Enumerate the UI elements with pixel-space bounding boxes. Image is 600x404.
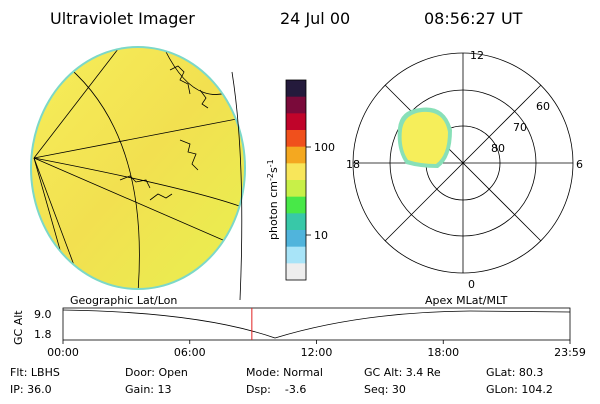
status-filter: Flt: LBHS: [10, 366, 60, 379]
status-gain: Gain: 13: [125, 383, 172, 396]
colorbar-swatch: [286, 196, 306, 214]
status-mode: Mode: Normal: [246, 366, 323, 379]
timeline-axis-label: GC Alt: [12, 310, 25, 345]
altitude-timeline: Geographic Lat/Lon Apex MLat/MLT GC Alt …: [12, 294, 586, 359]
timeline-xtick-1200: 12:00: [301, 346, 333, 359]
polar-plot: [352, 52, 574, 274]
colorbar-swatch: [286, 246, 306, 264]
earth-disk: [32, 48, 244, 288]
status-panel: Flt: LBHS IP: 36.0 Door: Open Gain: 13 M…: [10, 366, 553, 396]
colorbar-unit-label: photon cm-2s-1: [266, 159, 280, 240]
colorbar-swatch: [286, 213, 306, 231]
colorbar-swatch: [286, 80, 306, 98]
color-scale: 100 10 photon cm-2s-1: [266, 79, 335, 281]
colorbar-swatches: [286, 80, 306, 281]
instrument-title: Ultraviolet Imager: [50, 9, 195, 28]
colorbar-swatch: [286, 96, 306, 114]
status-door: Door: Open: [125, 366, 188, 379]
time-label: 08:56:27 UT: [424, 9, 523, 28]
timeline-right-title: Apex MLat/MLT: [425, 294, 508, 307]
horizon-arc: [231, 71, 243, 301]
mlt-label-6: 6: [576, 158, 583, 171]
timeline-frame: [62, 307, 571, 341]
colorbar-frame: [285, 79, 307, 281]
status-ip: IP: 36.0: [10, 383, 52, 396]
timeline-xtick-1800: 18:00: [427, 346, 459, 359]
mlt-label-0: 0: [468, 278, 475, 291]
status-glon: GLon: 104.2: [486, 383, 553, 396]
colorbar-swatch: [286, 263, 306, 281]
lat-label-70: 70: [513, 121, 527, 134]
timeline-ytick-1: 1.8: [34, 328, 52, 341]
status-seq: Seq: 30: [364, 383, 406, 396]
date-label: 24 Jul 00: [280, 9, 350, 28]
status-gc-alt: GC Alt: 3.4 Re: [364, 366, 441, 379]
colorbar-swatch: [286, 180, 306, 198]
colorbar-swatch: [286, 163, 306, 181]
mlt-label-18: 18: [346, 158, 360, 171]
timeline-left-title: Geographic Lat/Lon: [70, 294, 177, 307]
altitude-curve: [62, 309, 571, 339]
timeline-xtick-2359: 23:59: [554, 346, 586, 359]
status-dsp: Dsp: -3.6: [246, 383, 306, 396]
timeline-xtick-0600: 06:00: [174, 346, 206, 359]
lat-label-60: 60: [536, 100, 550, 113]
timeline-ytick-9: 9.0: [34, 308, 52, 321]
earth-image: [30, 46, 246, 301]
colorbar-swatch: [286, 146, 306, 164]
timeline-xtick-0000: 00:00: [47, 346, 79, 359]
status-glat: GLat: 80.3: [486, 366, 543, 379]
colorbar-swatch: [286, 230, 306, 248]
timeline-x-ticks: [62, 340, 571, 344]
auroral-oval: [397, 107, 452, 168]
colorbar-swatch: [286, 130, 306, 148]
mlt-label-12: 12: [470, 49, 484, 62]
colorbar-swatch: [286, 113, 306, 131]
colorbar-tick-100: 100: [314, 141, 335, 154]
colorbar-tick-10: 10: [314, 229, 328, 242]
lat-label-80: 80: [491, 142, 505, 155]
